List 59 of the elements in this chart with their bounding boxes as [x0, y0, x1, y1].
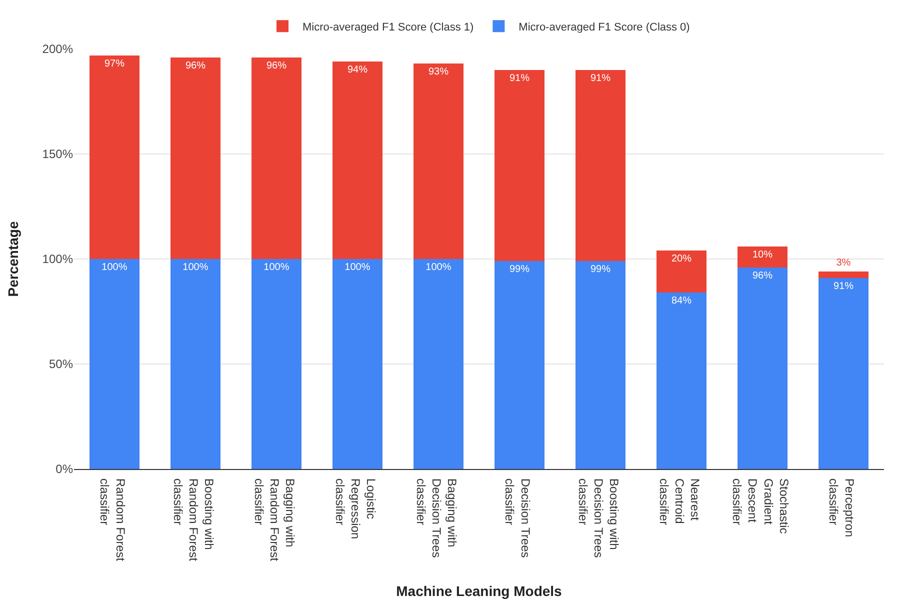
x-tick-label: Boosting with Decision Trees classifier: [576, 478, 622, 558]
data-label: 3%: [836, 258, 851, 269]
bar: [251, 57, 302, 259]
x-tick-label: Bagging with Decision Trees classifier: [414, 478, 460, 558]
data-label: 100%: [264, 262, 290, 273]
bar: [332, 62, 383, 259]
data-label: 100%: [182, 262, 208, 273]
bar: [656, 292, 707, 469]
x-tick-label: Random Forest classifier: [98, 478, 128, 562]
y-tick-label: 200%: [42, 42, 74, 56]
data-label: 20%: [671, 254, 692, 265]
data-label: 100%: [426, 262, 452, 273]
y-axis-title: Percentage: [4, 221, 21, 297]
y-tick-label: 50%: [48, 357, 74, 372]
x-tick-label: Decision Trees classifier: [502, 478, 532, 558]
bar: [575, 70, 626, 262]
legend-label: Micro-averaged F1 Score (Class 0): [518, 21, 690, 34]
data-label: 97%: [104, 58, 125, 70]
x-tick-label: Bagging with Random Forest classifier: [252, 478, 298, 562]
data-label: 99%: [590, 264, 611, 276]
bar: [332, 259, 383, 469]
y-tick-label: 100%: [42, 252, 74, 266]
bar: [170, 259, 221, 469]
bar: [656, 250, 707, 293]
data-label: 91%: [509, 73, 530, 84]
bar: [413, 64, 464, 259]
bar: [89, 259, 140, 469]
x-tick-label: Boosting with Random Forest classifier: [170, 478, 216, 562]
legend-label: Micro-averaged F1 Score (Class 1): [302, 21, 474, 34]
data-label: 96%: [266, 60, 287, 72]
bar: [737, 246, 788, 268]
bar: [737, 267, 788, 469]
y-tick-label: 0%: [56, 462, 74, 476]
data-label: 91%: [590, 73, 611, 84]
x-tick-label: Logistic Regression classifier: [332, 478, 378, 540]
data-label: 96%: [752, 270, 773, 282]
data-label: 100%: [102, 262, 128, 273]
bar: [575, 261, 626, 469]
y-tick-label: 150%: [42, 147, 74, 162]
bar: [89, 55, 140, 259]
bar: [494, 70, 545, 262]
bar: [170, 57, 221, 259]
bar: [818, 278, 869, 469]
x-tick-label: Stochastic Gradient Descent classifier: [730, 478, 791, 534]
x-axis-title: Machine Leaning Models: [396, 583, 562, 600]
bar: [818, 272, 869, 278]
bar: [494, 261, 545, 469]
data-label: 99%: [509, 264, 530, 276]
data-label: 94%: [347, 64, 368, 76]
data-label: 96%: [185, 60, 206, 72]
data-label: 10%: [752, 249, 773, 260]
bar: [413, 259, 464, 469]
bar: [251, 259, 302, 469]
data-label: 93%: [428, 66, 449, 78]
data-label: 84%: [671, 296, 692, 307]
data-label: 100%: [344, 262, 370, 273]
x-tick-label: Nearest Centroid classifier: [656, 478, 702, 526]
x-tick-label: Perceptron classifier: [826, 478, 856, 538]
data-label: 91%: [833, 280, 854, 292]
